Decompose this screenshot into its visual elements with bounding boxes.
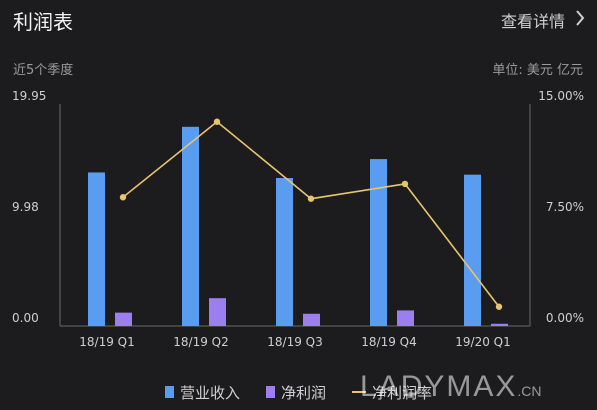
legend-label-revenue: 营业收入 [179, 383, 240, 402]
net-margin-line [122, 120, 500, 308]
view-details-label: 查看详情 [500, 12, 565, 31]
watermark-text: LADYMAX [360, 370, 518, 403]
net-margin-point [401, 180, 409, 188]
legend-swatch-net-profit [265, 386, 275, 398]
header: 利润表 查看详情 [0, 0, 597, 40]
revenue-bar [88, 172, 105, 326]
page-title: 利润表 [13, 10, 73, 34]
chart-legend: 营业收入 净利润 净利润率 [0, 380, 597, 404]
right-tick-label: 7.50% [546, 200, 584, 214]
x-tick-label: 18/19 Q4 [361, 335, 416, 349]
x-tick-label: 19/20 Q1 [455, 335, 510, 349]
right-tick-label: 0.00% [546, 311, 584, 325]
net-profit-bar [209, 298, 226, 326]
net-margin-point [213, 118, 221, 125]
x-tick-label: 18/19 Q3 [267, 335, 322, 349]
net-margin-point [307, 195, 315, 202]
right-tick-label: 15.00% [538, 90, 584, 103]
chevron-right-icon [575, 10, 585, 30]
net-margin-point [119, 194, 127, 201]
left-tick-label: 19.95 [12, 90, 46, 103]
revenue-bar [182, 126, 199, 326]
net-profit-bar [491, 323, 508, 326]
net-margin-point [495, 303, 503, 310]
revenue-bar [276, 178, 293, 326]
legend-item-net-profit[interactable]: 净利润 [265, 380, 326, 404]
net-profit-bar [303, 313, 320, 326]
net-profit-bar [397, 310, 414, 326]
revenue-bar [464, 174, 481, 326]
x-tick-label: 18/19 Q1 [79, 335, 134, 349]
legend-label-net-profit: 净利润 [280, 383, 326, 402]
period-label: 近5个季度 [13, 63, 74, 78]
left-tick-label: 9.98 [12, 200, 39, 214]
ladymax-watermark: LADYMAX.CN [360, 370, 542, 404]
watermark-suffix: .CN [517, 383, 542, 399]
legend-label-net-margin: 净利润率 [372, 383, 433, 402]
unit-label: 单位: 美元 亿元 [492, 63, 583, 78]
x-tick-label: 18/19 Q2 [173, 335, 228, 349]
left-tick-label: 0.00 [12, 311, 39, 325]
revenue-bar [370, 159, 387, 326]
legend-item-net-margin[interactable]: 净利润率 [352, 380, 432, 404]
legend-item-revenue[interactable]: 营业收入 [164, 380, 240, 404]
net-profit-bar [115, 312, 132, 326]
legend-swatch-revenue [164, 386, 174, 398]
profit-chart: 0.00 9.98 19.95 0.00% 7.50% 15.00% 18/19 Q1 18/… [12, 90, 584, 349]
legend-swatch-net-margin [352, 391, 366, 393]
view-details-link[interactable]: 查看详情 [501, 8, 585, 32]
